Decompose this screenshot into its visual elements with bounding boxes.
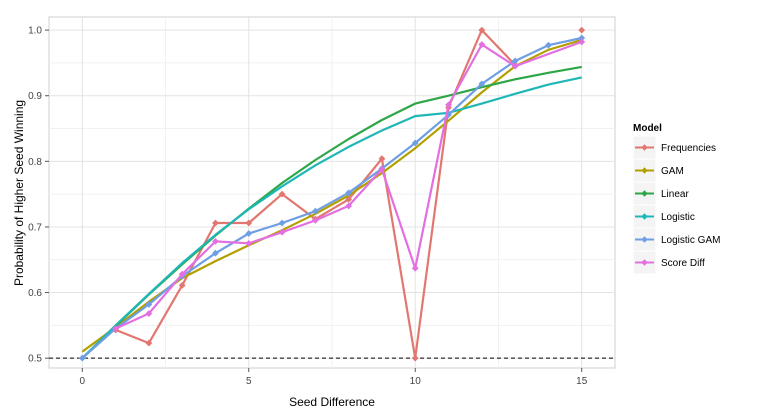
series-score-diff: [112, 38, 586, 333]
data-point-score-diff: [345, 202, 353, 210]
data-point-frequencies: [378, 155, 386, 163]
data-point-logistic-gam: [245, 230, 253, 237]
data-point-score-diff: [145, 310, 153, 317]
data-point-frequencies: [245, 219, 253, 227]
legend-item-gam: GAM: [632, 158, 684, 183]
x-axis-label: Seed Difference: [289, 395, 375, 409]
data-point-logistic-gam: [311, 207, 319, 215]
series-logistic-gam: [78, 34, 586, 362]
legend-item-frequencies: Frequencies: [632, 135, 716, 160]
legend-key-marker: [641, 190, 648, 197]
data-point-logistic-gam: [511, 57, 519, 65]
y-tick-label: 1.0: [28, 26, 42, 37]
series-logistic: [81, 76, 582, 359]
legend-item-logistic-gam: Logistic GAM: [632, 227, 720, 252]
data-point-logistic-gam: [212, 249, 219, 257]
data-point-frequencies: [278, 190, 286, 198]
x-tick-label: 0: [80, 376, 86, 387]
legend: Model Frequencies GAM Linear Logistic Logist…: [632, 123, 720, 275]
data-point-score-diff: [411, 264, 419, 272]
legend-key-marker: [641, 259, 648, 266]
y-tick-label: 0.6: [28, 288, 42, 299]
y-axis-label: Probability of Higher Seed Winning: [12, 100, 26, 286]
data-point-frequencies: [478, 26, 486, 34]
legend-key-marker: [641, 167, 648, 174]
data-point-frequencies: [212, 219, 219, 227]
data-point-score-diff: [311, 216, 319, 224]
data-point-score-diff: [212, 237, 219, 245]
data-point-logistic-gam: [411, 139, 419, 147]
data-point-logistic-gam: [545, 41, 552, 49]
data-point-score-diff: [112, 325, 119, 333]
y-tick-label: 0.8: [28, 157, 42, 168]
y-tick-label: 0.9: [28, 91, 42, 102]
legend-item-score-diff: Score Diff: [632, 250, 705, 275]
data-point-logistic-gam: [78, 354, 86, 362]
series-line-score-diff: [115, 40, 583, 330]
legend-label: GAM: [661, 166, 684, 177]
data-point-logistic-gam: [278, 219, 286, 227]
legend-key-marker: [641, 236, 648, 243]
data-point-score-diff: [478, 41, 486, 48]
series-line-logistic-gam: [81, 36, 582, 360]
legend-label: Frequencies: [661, 143, 716, 154]
legend-item-linear: Linear: [632, 181, 689, 206]
legend-key-marker: [641, 144, 648, 151]
legend-item-logistic: Logistic: [632, 204, 695, 229]
data-point-score-diff: [445, 101, 452, 109]
data-point-score-diff: [378, 165, 386, 173]
data-point-frequencies: [578, 26, 586, 34]
series-line-logistic: [81, 76, 582, 359]
series-layer: [78, 26, 586, 362]
data-point-score-diff: [511, 62, 519, 70]
legend-label: Linear: [661, 189, 689, 200]
data-point-logistic-gam: [578, 34, 586, 42]
data-point-frequencies: [178, 281, 186, 289]
x-tick-label: 15: [576, 376, 588, 387]
legend-title: Model: [633, 123, 662, 134]
data-point-frequencies: [411, 354, 419, 362]
legend-label: Logistic GAM: [661, 235, 720, 246]
data-point-logistic-gam: [445, 111, 452, 119]
data-point-logistic-gam: [145, 300, 153, 308]
y-tick-label: 0.7: [28, 222, 42, 233]
legend-key-marker: [641, 213, 648, 220]
data-point-score-diff: [578, 38, 586, 46]
y-tick-label: 0.5: [28, 354, 42, 365]
data-point-frequencies: [145, 339, 153, 347]
data-point-frequencies: [345, 195, 353, 203]
data-point-logistic-gam: [478, 80, 486, 88]
x-tick-label: 10: [410, 376, 422, 387]
legend-label: Score Diff: [661, 258, 705, 269]
data-point-score-diff: [178, 270, 186, 278]
x-axis-ticks: 0 5 10 15: [80, 368, 588, 387]
data-point-logistic-gam: [345, 189, 353, 197]
legend-label: Logistic: [661, 212, 695, 223]
data-point-score-diff: [278, 228, 286, 236]
x-tick-label: 5: [246, 376, 252, 387]
y-axis-ticks: 0.5 0.6 0.7 0.8 0.9 1.0: [28, 26, 49, 365]
data-point-score-diff: [245, 239, 253, 247]
